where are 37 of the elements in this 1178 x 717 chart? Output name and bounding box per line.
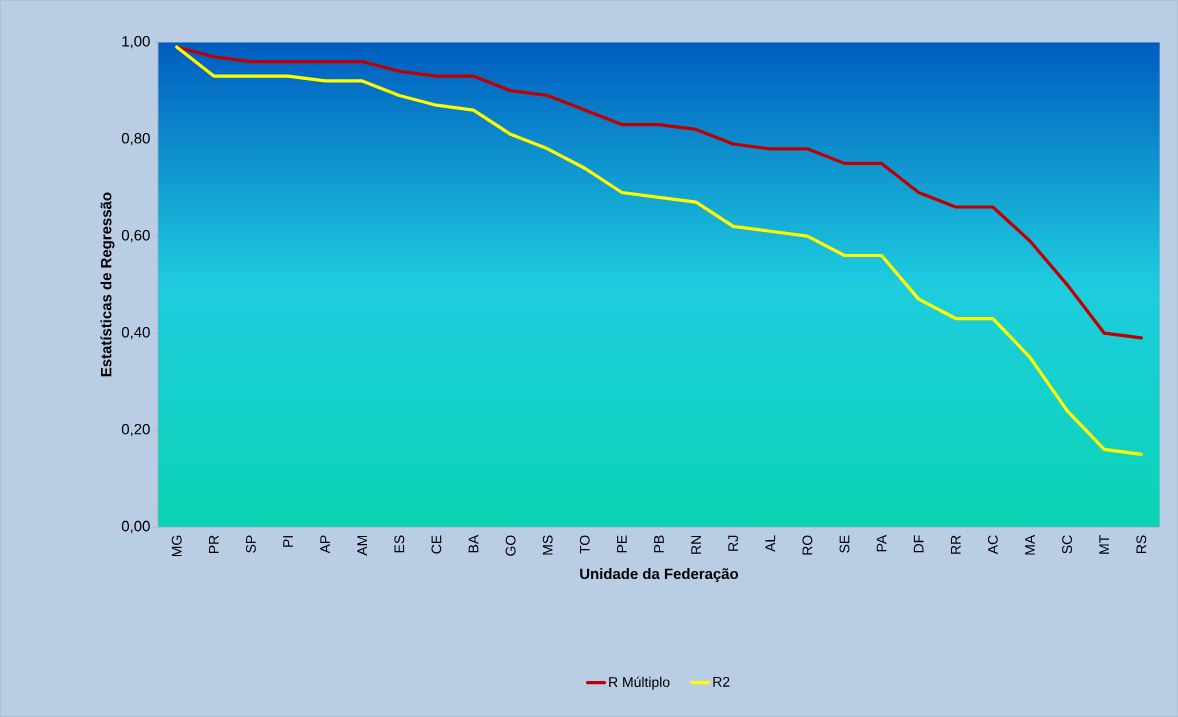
x-tick-label: RS bbox=[1136, 535, 1147, 553]
y-tick-label: 0,80 bbox=[121, 132, 150, 146]
x-tick-label: SP bbox=[245, 535, 256, 553]
x-axis-title: Unidade da Federação bbox=[580, 568, 739, 582]
x-tick-label: AL bbox=[765, 535, 776, 552]
x-tick-label: PR bbox=[209, 535, 219, 553]
x-tick-label: RR bbox=[950, 535, 961, 554]
x-tick-label: PB bbox=[654, 535, 664, 553]
x-tick-label: DF bbox=[913, 535, 924, 553]
x-tick-label: GO bbox=[505, 535, 516, 556]
x-tick-label: TO bbox=[579, 535, 590, 554]
x-tick-label: AM bbox=[357, 535, 367, 556]
y-tick-label: 0,00 bbox=[121, 520, 150, 534]
x-tick-label: RO bbox=[802, 535, 813, 555]
x-tick-label: CE bbox=[431, 535, 442, 554]
x-tick-label: PA bbox=[876, 534, 887, 552]
x-tick-label: PE bbox=[617, 535, 627, 553]
x-tick-label: PI bbox=[283, 535, 293, 547]
x-tick-label: SE bbox=[839, 535, 850, 553]
y-axis-title: Estatísticas de Regressão bbox=[100, 192, 115, 377]
x-tick-label: AC bbox=[987, 535, 998, 555]
x-tick-label: ES bbox=[394, 535, 405, 553]
x-tick-label: SC bbox=[1062, 535, 1073, 554]
x-tick-label: BA bbox=[468, 534, 479, 553]
x-tick-label: MG bbox=[171, 535, 182, 557]
y-tick-label: 0,60 bbox=[121, 229, 150, 243]
x-tick-label: RJ bbox=[728, 535, 739, 551]
x-tick-label: AP bbox=[320, 535, 330, 554]
y-tick-label: 0,40 bbox=[121, 326, 150, 340]
x-tick-label: MA bbox=[1025, 534, 1035, 555]
x-tick-label: MT bbox=[1099, 535, 1109, 554]
y-tick-label: 1,00 bbox=[122, 35, 150, 49]
legend-label: R Múltiplo bbox=[609, 676, 670, 690]
x-tick-label: MS bbox=[542, 535, 553, 555]
x-tick-label: RN bbox=[691, 535, 701, 554]
legend-label: R2 bbox=[713, 676, 730, 687]
y-tick-label: 0,20 bbox=[121, 423, 150, 437]
